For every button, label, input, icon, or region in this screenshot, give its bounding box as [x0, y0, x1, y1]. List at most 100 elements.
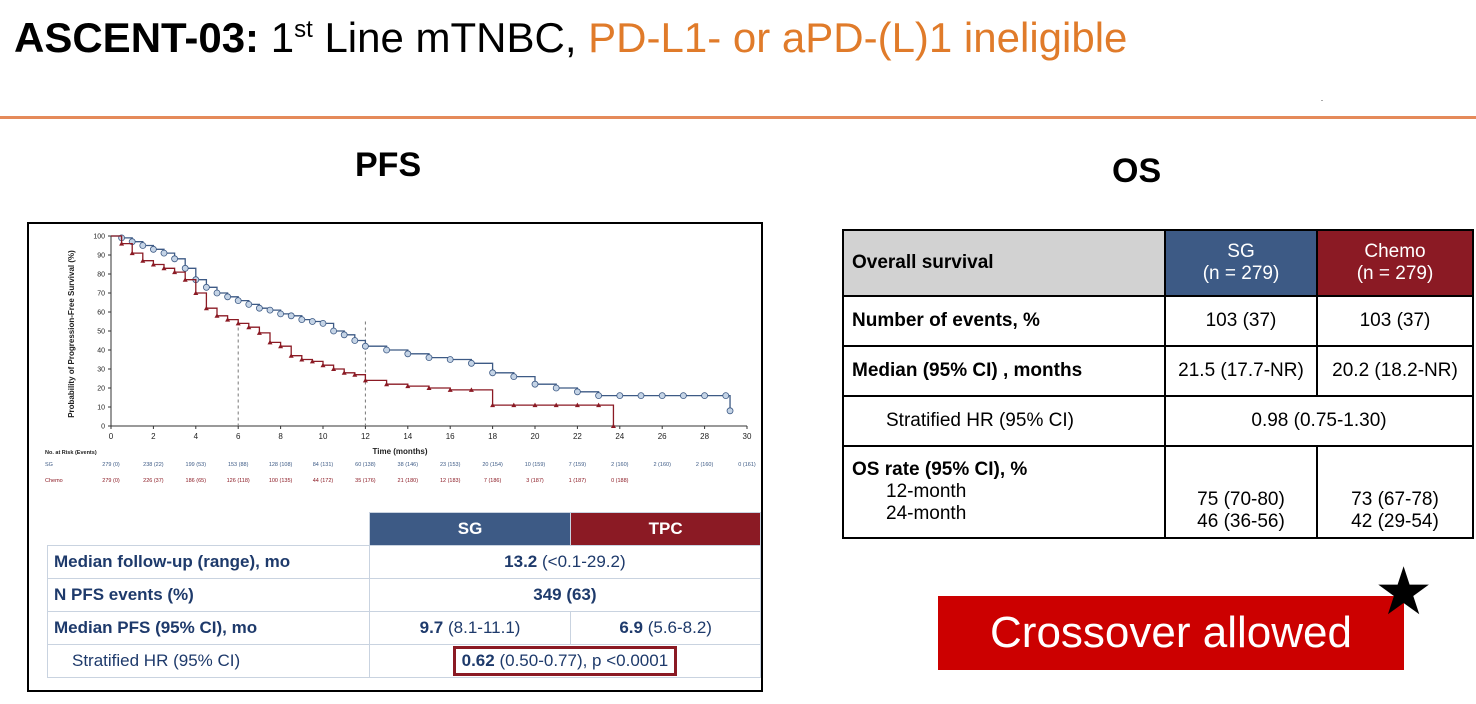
km-censor-mark — [637, 392, 645, 400]
table-row: Number of events, % 103 (37) 103 (37) — [842, 295, 1474, 347]
pfs-heading: PFS — [355, 146, 422, 184]
km-censor-mark — [203, 305, 209, 311]
km-censor-mark — [308, 318, 316, 325]
star-icon: ★ — [1374, 554, 1434, 628]
title-divider — [0, 116, 1476, 119]
os-median-sg: 21.5 (17.7-NR) — [1164, 345, 1318, 397]
os-heading: OS — [1112, 152, 1162, 190]
km-censor-mark — [267, 339, 273, 345]
x-tick-label: 12 — [361, 432, 370, 441]
crossover-banner: Crossover allowed — [938, 596, 1404, 670]
km-censor-mark — [139, 242, 147, 249]
km-censor-mark — [225, 317, 231, 322]
km-series-line — [111, 235, 731, 411]
os-table: Overall survival SG (n = 279) Chemo (n = 2… — [842, 229, 1474, 539]
km-series-line — [111, 235, 615, 426]
km-censor-mark — [320, 362, 326, 368]
risk-count: 153 (88) — [228, 462, 249, 468]
km-censor-mark — [351, 337, 359, 344]
median-pfs-tpc: 6.9 (5.6-8.2) — [570, 611, 761, 645]
y-tick-label: 70 — [97, 291, 105, 298]
risk-count: 7 (159) — [569, 462, 587, 468]
title-superscript: st — [294, 16, 313, 43]
table-row: OS rate (95% CI), % 12-month 24-month 75… — [842, 445, 1474, 539]
risk-count: 226 (37) — [143, 478, 164, 484]
km-censor-mark — [404, 350, 412, 358]
km-censor-mark — [255, 304, 263, 312]
km-censor-mark — [160, 249, 168, 257]
risk-count: 2 (160) — [696, 462, 714, 468]
km-censor-mark — [352, 372, 358, 377]
km-censor-mark — [722, 392, 730, 400]
km-censor-mark — [331, 366, 337, 371]
x-tick-label: 24 — [615, 432, 624, 441]
km-censor-mark — [405, 383, 411, 389]
km-censor-mark — [425, 354, 433, 362]
km-censor-mark — [574, 402, 580, 408]
risk-count: 0 (161) — [738, 462, 756, 468]
km-censor-mark — [574, 388, 581, 396]
x-tick-label: 20 — [531, 432, 540, 441]
risk-count: 100 (135) — [269, 478, 293, 484]
os-events-sg: 103 (37) — [1164, 295, 1318, 347]
table-row: SG TPC — [48, 512, 761, 546]
risk-count: 2 (160) — [611, 462, 629, 468]
km-censor-mark — [287, 312, 295, 320]
km-censor-mark — [119, 241, 125, 246]
km-censor-mark — [341, 370, 347, 375]
table-row: Stratified HR (95% CI) 0.62 (0.50-0.77),… — [47, 644, 762, 678]
followup-value: 13.2 (<0.1-29.2) — [368, 545, 762, 579]
risk-table-header: No. at Risk (Events) — [45, 450, 97, 456]
km-censor-mark — [510, 373, 518, 381]
km-censor-mark — [658, 392, 666, 400]
table-row: Median (95% CI) , months 21.5 (17.7-NR) … — [842, 345, 1474, 397]
km-censor-mark — [224, 293, 232, 301]
x-tick-label: 8 — [278, 432, 283, 441]
title-line: Line mTNBC, — [324, 14, 577, 61]
km-censor-mark — [235, 320, 241, 326]
km-censor-mark — [172, 269, 178, 275]
x-tick-label: 0 — [109, 432, 114, 441]
km-censor-mark — [680, 392, 687, 400]
x-tick-label: 10 — [319, 432, 328, 441]
km-censor-mark — [266, 306, 274, 314]
risk-count: 2 (160) — [653, 462, 671, 468]
risk-count: 21 (180) — [398, 478, 419, 484]
km-censor-mark — [447, 387, 453, 392]
km-censor-mark — [552, 384, 560, 392]
table-row: Overall survival SG (n = 279) Chemo (n = 2… — [842, 229, 1474, 297]
km-censor-mark — [171, 255, 179, 263]
risk-count: 38 (146) — [398, 462, 419, 468]
km-censor-mark — [553, 402, 559, 408]
y-tick-label: 100 — [93, 234, 105, 241]
y-tick-label: 20 — [97, 386, 105, 393]
os-hr-value: 0.98 (0.75-1.30) — [1164, 395, 1474, 447]
km-censor-mark — [595, 392, 602, 400]
x-tick-label: 6 — [236, 432, 241, 441]
x-tick-label: 28 — [700, 432, 709, 441]
km-censor-mark — [288, 353, 294, 358]
x-tick-label: 26 — [658, 432, 667, 441]
risk-count: 279 (0) — [102, 478, 120, 484]
km-censor-mark — [234, 297, 242, 304]
km-censor-mark — [531, 380, 539, 388]
km-censor-mark — [319, 320, 327, 327]
table-row: Median PFS (95% CI), mo 9.7 (8.1-11.1) 6… — [47, 611, 761, 645]
km-censor-mark — [277, 310, 285, 318]
km-censor-mark — [362, 377, 368, 383]
risk-count: 128 (108) — [269, 462, 293, 468]
os-rate-cell: OS rate (95% CI), % 12-month 24-month — [842, 445, 1166, 539]
km-censor-mark — [701, 392, 708, 400]
pfs-summary-table: SG TPC Median follow-up (range), mo 13.2… — [47, 512, 762, 678]
km-censor-mark — [596, 402, 602, 408]
y-tick-label: 30 — [97, 367, 105, 374]
risk-count: 126 (118) — [227, 478, 250, 484]
km-censor-mark — [256, 330, 262, 335]
risk-count: 3 (187) — [526, 478, 544, 484]
y-tick-label: 90 — [97, 253, 105, 260]
y-tick-label: 50 — [97, 329, 105, 336]
y-tick-label: 0 — [101, 424, 105, 431]
hr-label: Stratified HR (95% CI) — [47, 644, 370, 678]
risk-count: 23 (153) — [440, 462, 461, 468]
km-censor-mark — [384, 381, 390, 387]
